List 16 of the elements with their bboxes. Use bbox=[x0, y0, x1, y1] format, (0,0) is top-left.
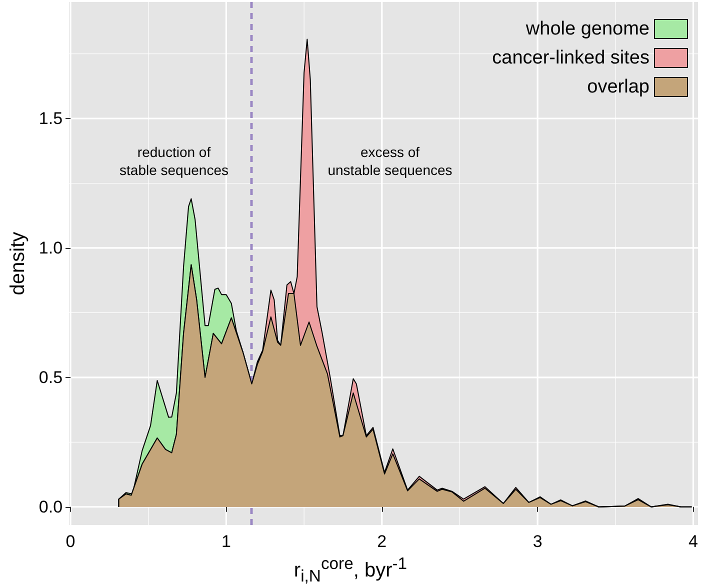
x-tick-label: 4 bbox=[688, 532, 698, 551]
x-tick-label: 0 bbox=[66, 532, 76, 551]
y-tick-label: 0.5 bbox=[38, 368, 63, 387]
y-axis-title: density bbox=[7, 232, 29, 296]
x-tick-label: 2 bbox=[377, 532, 387, 551]
y-tick-label: 0.0 bbox=[38, 497, 63, 516]
x-tick-label: 3 bbox=[532, 532, 542, 551]
annotation: excess of unstable sequences bbox=[328, 144, 452, 178]
legend-label: whole genome bbox=[524, 18, 650, 40]
y-tick-label: 1.0 bbox=[38, 238, 63, 258]
y-tick-label: 1.5 bbox=[38, 109, 63, 128]
x-axis-title: r$_{i,N}$$^{core}$, byr$^{-1}$ bbox=[292, 553, 408, 584]
legend-label: overlap bbox=[587, 76, 650, 98]
x-tick-label: 1 bbox=[221, 532, 231, 551]
legend-label: cancer-linked sites bbox=[492, 48, 650, 68]
annotation: reduction of stable sequences bbox=[120, 144, 228, 178]
